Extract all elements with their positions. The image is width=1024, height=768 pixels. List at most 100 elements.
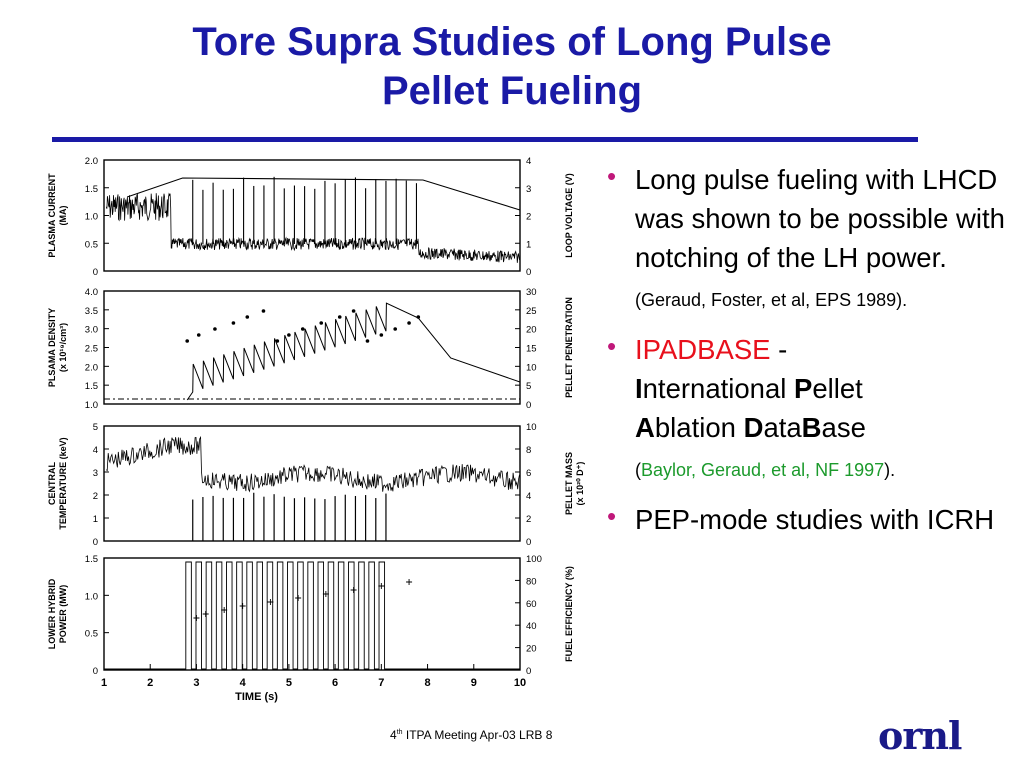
right-tick-label: 8	[526, 445, 531, 456]
left-tick-label: 0.5	[85, 239, 98, 250]
left-tick-label: 3.5	[85, 306, 98, 317]
right-axis-label: LOOP VOLTAGE (V)	[564, 173, 574, 258]
acronym-letter-p: P	[794, 373, 813, 404]
bullet-item-lhcd: • Long pulse fueling with LHCD was shown…	[605, 160, 1005, 316]
acronym-letter-b: B	[801, 412, 822, 443]
right-axis-label: PELLET PENETRATION	[564, 297, 574, 398]
left-tick-label: 1.0	[85, 400, 98, 411]
left-tick-label: 3	[93, 468, 98, 479]
x-tick-label: 5	[286, 677, 292, 689]
left-axis-label: TEMPERATURE (keV)	[58, 437, 68, 529]
right-tick-label: 1	[526, 239, 531, 250]
left-tick-label: 2.0	[85, 156, 98, 167]
pellet-penetration-point	[393, 327, 398, 331]
word-pellet: ellet	[812, 373, 863, 404]
right-axis-label: PELLET MASS	[564, 452, 574, 515]
x-tick-label: 1	[101, 677, 107, 689]
pellet-penetration-point	[231, 321, 236, 325]
bullet-pep-mode-text: PEP-mode studies with ICRH	[635, 504, 995, 535]
fuel-efficiency-point	[267, 599, 274, 605]
word-base: ase	[821, 412, 866, 443]
left-tick-label: 1.5	[85, 554, 98, 565]
slide-footer: 4th ITPA Meeting Apr-03 LRB 8	[390, 728, 552, 742]
left-tick-label: 0.5	[85, 629, 98, 640]
x-tick-label: 6	[332, 677, 338, 689]
left-axis-label: PLASMA CURRENT	[47, 173, 57, 258]
bullet-item-ipadbase: • IPADBASE - International Pellet Ablati…	[605, 330, 1005, 486]
pellet-penetration-point	[300, 327, 305, 331]
plasma-current-trace	[105, 192, 520, 263]
pellet-penetration-point	[213, 327, 217, 331]
pellet-penetration-point	[337, 315, 342, 319]
right-tick-label: 2	[526, 212, 531, 223]
fuel-efficiency-point	[295, 595, 302, 601]
x-tick-label: 4	[240, 677, 247, 689]
panel-frame	[103, 425, 521, 542]
bullet-dot-icon: •	[607, 161, 617, 191]
ipadbase-dash: -	[770, 334, 788, 365]
ref-open-paren: (	[635, 460, 641, 480]
word-data: ata	[763, 412, 802, 443]
left-tick-label: 2.5	[85, 344, 98, 355]
right-tick-label: 0	[526, 400, 531, 411]
right-axis-label: FUEL EFFICIENCY (%)	[564, 566, 574, 662]
slide-title: Tore Supra Studies of Long Pulse Pellet …	[0, 18, 1024, 116]
left-tick-label: 1.0	[85, 212, 98, 223]
title-line-2: Pellet Fueling	[381, 69, 643, 113]
left-tick-label: 1	[93, 514, 98, 525]
pellet-penetration-point	[407, 321, 411, 325]
ornl-logo: ornl	[878, 713, 962, 758]
right-tick-label: 4	[526, 491, 531, 502]
pellet-penetration-point	[287, 333, 291, 337]
bullet-dot-icon: •	[607, 501, 617, 531]
right-tick-label: 6	[526, 468, 531, 479]
pellet-penetration-point	[185, 339, 189, 343]
footer-text: ITPA Meeting Apr-03 LRB 8	[402, 728, 553, 742]
pellet-penetration-point	[261, 309, 266, 313]
right-tick-label: 40	[526, 621, 537, 632]
right-tick-label: 60	[526, 599, 537, 610]
left-tick-label: 3.0	[85, 325, 98, 336]
x-tick-label: 8	[424, 677, 430, 689]
right-tick-label: 20	[526, 644, 537, 655]
right-tick-label: 20	[526, 325, 537, 336]
right-tick-label: 100	[526, 554, 542, 565]
left-tick-label: 2.0	[85, 362, 98, 373]
fuel-efficiency-point	[221, 607, 228, 613]
right-tick-label: 30	[526, 287, 537, 298]
footer-superscript: th	[396, 729, 403, 736]
ref-close-paren: ).	[884, 460, 896, 480]
pellet-penetration-point	[245, 315, 250, 319]
bullet-lhcd-reference: (Geraud, Foster, et al, EPS 1989).	[635, 290, 908, 310]
x-tick-label: 7	[378, 677, 384, 689]
loop-voltage-trace	[126, 177, 521, 211]
fuel-efficiency-point	[202, 611, 209, 617]
bullet-lhcd-text: Long pulse fueling with LHCD was shown t…	[635, 164, 1005, 273]
acronym-letter-a: A	[635, 412, 655, 443]
ipadbase-label: IPADBASE	[635, 334, 771, 365]
fuel-efficiency-point	[406, 579, 413, 585]
left-tick-label: 4.0	[85, 287, 98, 298]
x-tick-label: 10	[514, 677, 526, 689]
word-international: nternational	[642, 373, 794, 404]
x-tick-label: 9	[471, 677, 477, 689]
left-axis-label: CENTRAL	[47, 462, 57, 505]
right-tick-label: 0	[526, 537, 531, 548]
acronym-letter-i: I	[635, 373, 643, 404]
left-tick-label: 4	[93, 445, 98, 456]
right-tick-label: 0	[526, 666, 531, 677]
left-tick-label: 1.5	[85, 381, 98, 392]
pellet-penetration-point	[351, 309, 356, 313]
pellet-penetration-point	[365, 339, 370, 343]
footer-number: 4	[390, 728, 397, 742]
right-tick-label: 10	[526, 362, 537, 373]
right-tick-label: 5	[526, 381, 531, 392]
pellet-penetration-point	[379, 333, 384, 337]
right-tick-label: 25	[526, 306, 537, 317]
bullet-list: • Long pulse fueling with LHCD was shown…	[605, 160, 1005, 553]
left-tick-label: 2	[93, 491, 98, 502]
lower-hybrid-power-trace	[104, 561, 520, 670]
right-axis-label: (x 10²⁰ D⁺)	[575, 462, 585, 506]
pellet-penetration-point	[196, 333, 201, 337]
